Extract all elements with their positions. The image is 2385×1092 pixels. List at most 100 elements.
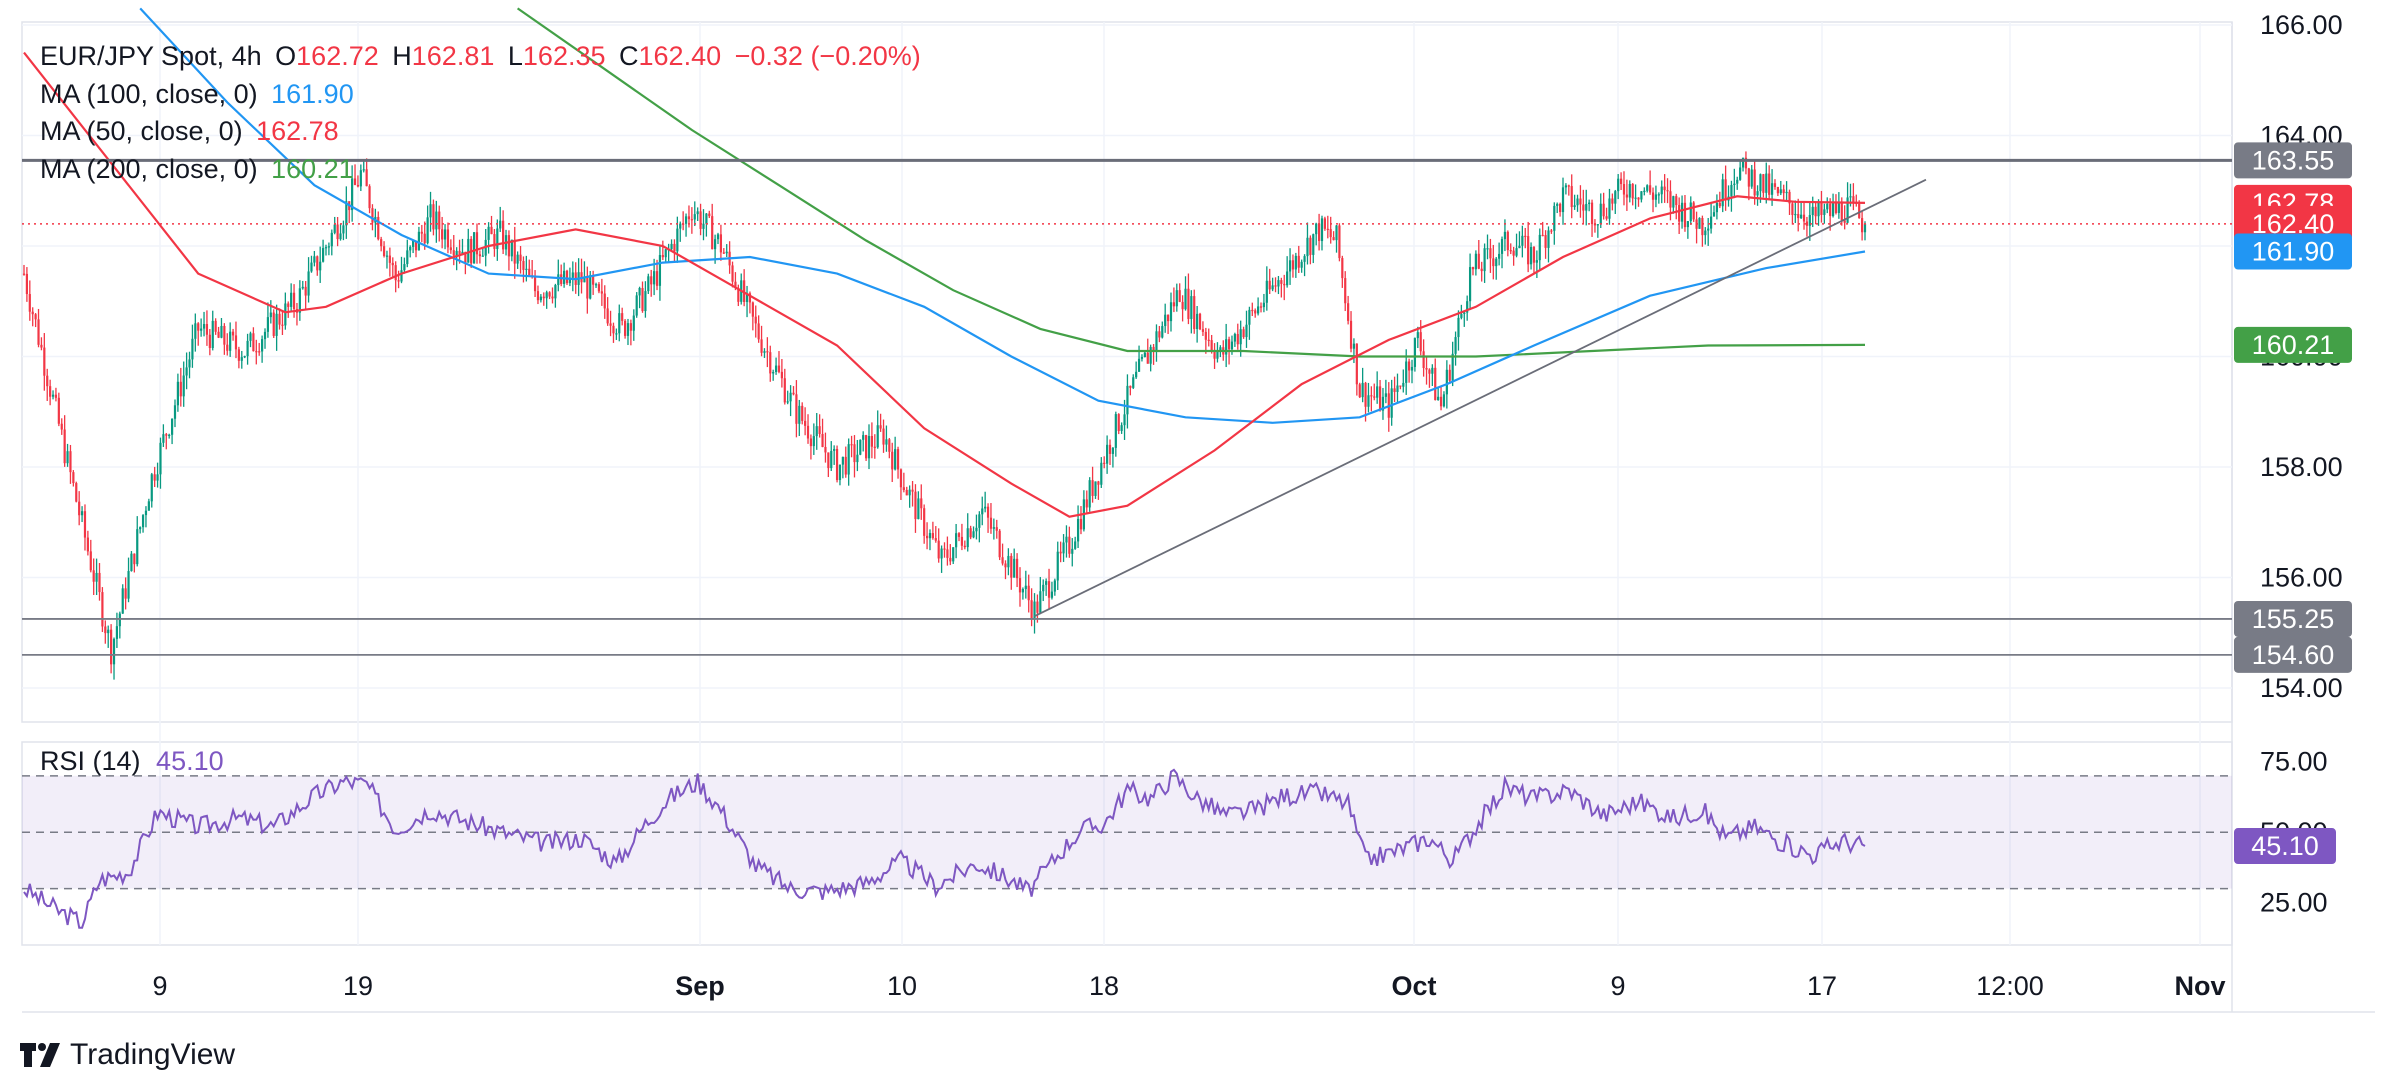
candle-body [1117, 414, 1120, 431]
candle-body [1605, 216, 1608, 219]
price-tag-bg [2234, 600, 2352, 637]
candle-body [1794, 213, 1797, 216]
ma100-path [139, 7, 1866, 424]
candle-body [1088, 480, 1091, 508]
tradingview-logo[interactable]: TradingView [20, 1038, 235, 1072]
candle-body [371, 208, 374, 223]
candle-body [615, 333, 618, 335]
candle-body [1085, 499, 1088, 508]
candle-body [1593, 224, 1597, 226]
legend-symbol[interactable]: EUR/JPY Spot, 4h [40, 41, 262, 71]
candle-body [1590, 202, 1594, 225]
candle-body [223, 325, 226, 345]
candle-body [896, 449, 900, 470]
candle-body [1376, 386, 1379, 398]
candle-body [284, 303, 287, 326]
candle-body [200, 328, 203, 331]
candle-body [536, 291, 540, 301]
candle-body [1219, 347, 1222, 352]
candle-body [1733, 183, 1736, 185]
candle-body [1338, 225, 1341, 259]
candle-body [1492, 258, 1495, 267]
candle-body [1030, 600, 1033, 620]
candle-body [1065, 536, 1068, 543]
candle-body [220, 325, 223, 338]
candle-body [975, 527, 978, 532]
candle-body [1814, 206, 1817, 217]
candle-body [429, 204, 432, 218]
candle-body [1053, 580, 1056, 592]
candle-body [1666, 190, 1669, 192]
candle-body [989, 517, 993, 529]
candle-body [1704, 230, 1707, 236]
candle-body [1347, 303, 1350, 321]
candle-body [438, 211, 441, 230]
time-tick-label: 19 [343, 971, 373, 1001]
price-tag-bg [2234, 636, 2352, 673]
candle-body [966, 528, 969, 548]
candle-body [844, 456, 847, 475]
price-tick-label: 166.00 [2260, 10, 2343, 40]
candle-body [1254, 310, 1257, 314]
candle-body [83, 511, 87, 538]
candle-body [1317, 223, 1321, 242]
candle-body [1108, 444, 1112, 454]
candle-body [107, 629, 110, 634]
trendline [1034, 178, 1927, 617]
candle-body [86, 537, 89, 552]
candle-body [1602, 203, 1605, 217]
candle-body [928, 533, 932, 539]
candle-body [115, 626, 119, 639]
candle-body [112, 638, 116, 665]
candle-body [1518, 245, 1521, 249]
candle-body [1776, 186, 1779, 194]
candle-body [1486, 248, 1489, 250]
candle-body [1860, 218, 1864, 233]
candle-body [1239, 329, 1242, 345]
candle-body [995, 527, 998, 531]
candle-body [1608, 198, 1611, 219]
rsi-legend[interactable]: RSI (14) 45.10 [40, 746, 224, 777]
candle-body [1097, 481, 1100, 485]
candle-body [1500, 239, 1504, 254]
price-tag-bg [2234, 142, 2352, 179]
candle-body [1280, 280, 1283, 284]
candle-body [1463, 312, 1466, 314]
candle-body [461, 251, 464, 254]
time-tick-label: Oct [1391, 971, 1436, 1001]
candle-body [1724, 179, 1727, 201]
candle-body [859, 439, 862, 455]
candlestick-series [22, 151, 1867, 680]
candle-body [1654, 194, 1658, 200]
candle-body [1166, 314, 1170, 322]
candle-body [1800, 214, 1803, 219]
candle-body [1840, 202, 1843, 221]
candle-body [217, 331, 220, 338]
legend-ma200-row[interactable]: MA (200, close, 0) 160.21 [40, 151, 927, 189]
candle-body [136, 529, 139, 565]
candle-body [1367, 395, 1370, 407]
legend-ma100-row[interactable]: MA (100, close, 0) 161.90 [40, 76, 927, 114]
candle-body [1431, 367, 1434, 374]
candle-body [426, 217, 429, 244]
candle-body [841, 456, 844, 465]
candle-body [1262, 302, 1266, 308]
time-tick-label: Sep [675, 971, 725, 1001]
candle-body [1143, 352, 1146, 358]
candle-body [772, 371, 775, 374]
candle-body [1454, 337, 1457, 354]
candle-body [1730, 184, 1733, 197]
legend-ma50-row[interactable]: MA (50, close, 0) 162.78 [40, 113, 927, 151]
time-tick-label: 17 [1807, 971, 1837, 1001]
candle-body [934, 538, 937, 541]
candle-body [252, 333, 255, 352]
candle-body [336, 224, 339, 240]
candle-body [963, 545, 966, 548]
candle-body [795, 394, 798, 424]
candle-body [301, 286, 304, 289]
time-axis[interactable]: 9 19 Sep 10 18 Oct 9 17 12:00 Nov [152, 971, 2225, 1001]
candle-body [1402, 382, 1405, 387]
candle-body [1149, 346, 1152, 364]
candle-body [1680, 202, 1684, 222]
